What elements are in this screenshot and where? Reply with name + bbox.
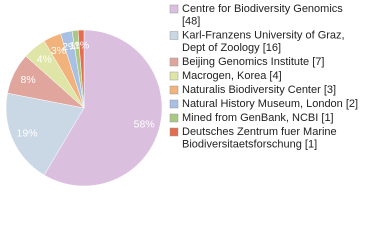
pie-slice [77, 29, 85, 109]
legend-line: Macrogen, Korea [4] [182, 70, 282, 82]
pie-slice [43, 29, 163, 187]
legend-line: Centre for Biodiversity Genomics [182, 3, 343, 15]
slice-label: 8% [20, 74, 35, 86]
legend-label: Macrogen, Korea [4] [182, 70, 282, 82]
legend-label: Naturalis Biodiversity Center [3] [182, 84, 336, 96]
legend-line: Naturalis Biodiversity Center [3] [182, 84, 336, 96]
slice-label: 4% [37, 54, 52, 66]
legend-line: Natural History Museum, London [2] [182, 98, 358, 110]
legend-label: Deutsches Zentrum fuer Marine Biodiversit… [182, 126, 337, 151]
legend-swatch [169, 57, 179, 67]
slice-label: 1% [74, 39, 89, 51]
pie-slice [5, 92, 85, 176]
slice-label: 58% [134, 118, 155, 130]
legend-line: Deutsches Zentrum fuer Marine [182, 126, 337, 138]
legend-swatch [169, 31, 179, 40]
legend-label: Centre for Biodiversity Genomics [48] [182, 3, 343, 28]
legend-swatch [169, 113, 179, 123]
legend-swatch [169, 127, 179, 137]
legend-line: Beijing Genomics Institute [7] [182, 56, 324, 68]
slice-label: 3% [51, 45, 66, 57]
legend-swatch [169, 4, 179, 14]
legend-swatch [169, 85, 179, 95]
legend-swatch [169, 71, 179, 81]
slice-label: 19% [17, 127, 38, 139]
legend-swatch [169, 99, 179, 109]
legend-line: Mined from GenBank, NCBI [1] [182, 112, 334, 124]
legend-line: Biodiversitaetsforschung [1] [182, 138, 317, 150]
legend-label: Karl-Franzens University of Graz, Dept of… [182, 29, 345, 54]
legend-line: Karl-Franzens University of Graz, [182, 29, 345, 41]
legend-line: Dept of Zoology [16] [182, 42, 281, 54]
slice-label: 2% [62, 41, 77, 53]
legend-label: Mined from GenBank, NCBI [1] [182, 112, 334, 124]
legend-label: Beijing Genomics Institute [7] [182, 56, 324, 68]
legend-label: Natural History Museum, London [2] [182, 98, 358, 110]
legend-line: [48] [182, 15, 200, 27]
